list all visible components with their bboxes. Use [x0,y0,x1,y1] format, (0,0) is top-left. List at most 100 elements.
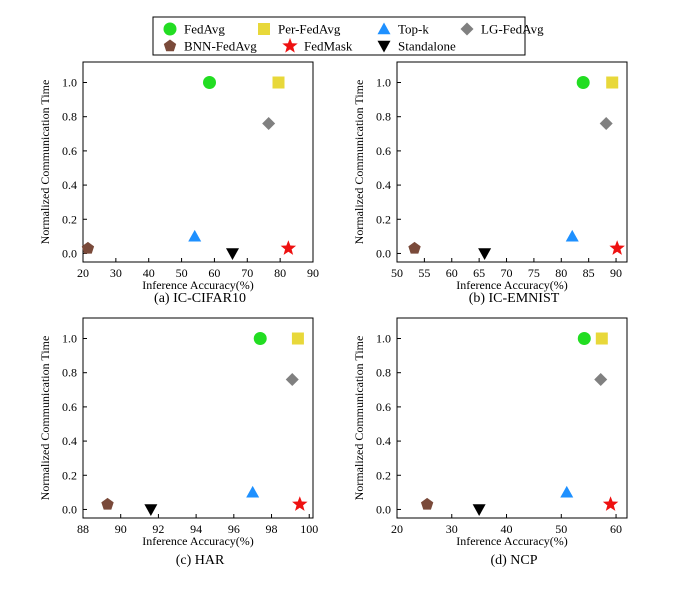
y-tick-label: 0.8 [376,366,391,380]
x-tick-label: 90 [610,266,622,280]
y-tick-label: 1.0 [376,332,391,346]
panel-caption: (c) HAR [176,553,225,568]
x-tick-label: 70 [501,266,513,280]
legend-item-fedavg: FedAvg [163,22,225,37]
chart-panel-3: 88 90 92 94 96 98 100 0.0 0.2 0.4 0.6 0.8 1.0 Inferen… [38,317,318,568]
plot-frame [396,61,628,263]
x-tick-label: 40 [143,266,155,280]
x-tick-label: 50 [391,266,403,280]
legend-item-bnn-fedavg: BNN-FedAvg [163,39,257,54]
point-standalone [472,504,486,516]
point-top-k [565,229,579,242]
y-tick-label: 0.6 [376,400,391,414]
point-lg-fedavg [262,117,276,131]
x-tick-label: 20 [391,522,403,536]
point-bnn-fedavg [408,241,421,254]
plot-frame [396,317,628,519]
x-tick-label: 80 [555,266,567,280]
x-axis-label: Inference Accuracy(%) [142,278,254,292]
legend-label: FedAvg [184,22,225,37]
legend-item-fedmask: FedMask [282,37,353,54]
point-standalone [478,248,492,260]
legend-label: BNN-FedAvg [184,39,257,54]
y-axis-label: Normalized Communication Time [38,80,52,245]
x-tick-label: 96 [228,522,240,536]
point-lg-fedavg [285,373,299,387]
y-tick-label: 0.0 [376,246,391,260]
point-top-k [188,229,202,242]
x-tick-label: 60 [446,266,458,280]
y-tick-label: 1.0 [376,76,391,90]
plot-frame [82,61,314,263]
legend-marker-fedavg [163,22,177,36]
y-tick-label: 0.4 [62,434,77,448]
y-tick-label: 0.2 [376,212,391,226]
y-tick-label: 0.6 [376,144,391,158]
y-tick-label: 1.0 [62,332,77,346]
x-tick-label: 90 [307,266,319,280]
point-per-fedavg [595,332,608,345]
panels: 20 30 40 50 60 70 80 90 0.0 0.2 0.4 0.6 0.8 1.0 Infere… [38,61,628,568]
legend-label: Per-FedAvg [278,22,341,37]
legend-label: FedMask [304,39,353,54]
x-tick-label: 70 [241,266,253,280]
legend-marker-bnn-fedavg [163,39,177,52]
y-axis-label: Normalized Communication Time [352,336,366,501]
y-tick-label: 0.2 [62,468,77,482]
legend-item-top-k: Top-k [377,22,429,37]
x-tick-label: 60 [610,522,622,536]
x-tick-label: 55 [418,266,430,280]
point-fedavg [253,332,267,346]
y-tick-label: 0.2 [376,468,391,482]
x-tick-label: 40 [501,522,513,536]
point-per-fedavg [291,332,304,345]
x-tick-label: 30 [110,266,122,280]
chart-panel-1: 20 30 40 50 60 70 80 90 0.0 0.2 0.4 0.6 0.8 1.0 Infere… [38,61,319,306]
point-bnn-fedavg [81,241,95,254]
x-tick-label: 85 [583,266,595,280]
point-top-k [560,485,574,498]
x-tick-label: 94 [190,522,202,536]
point-top-k [246,485,260,498]
x-tick-label: 100 [300,522,318,536]
legend-item-per-fedavg: Per-FedAvg [258,22,341,37]
plot-frame [82,317,314,519]
point-per-fedavg [272,76,285,89]
legend-label: Top-k [398,22,429,37]
x-tick-label: 50 [555,522,567,536]
legend-marker-standalone [377,40,391,53]
y-tick-label: 0.0 [62,246,77,260]
legend-marker-lg-fedavg [460,22,474,36]
point-fedmask [292,496,308,511]
legend: FedAvg Per-FedAvg Top-k LG-FedAvg BNN-FedAvg… [163,22,544,54]
y-axis-label: Normalized Communication Time [38,336,52,501]
legend-box [152,16,526,56]
point-fedavg [577,332,591,346]
point-standalone [144,504,158,516]
x-tick-label: 20 [77,266,89,280]
x-tick-label: 88 [77,522,89,536]
x-axis-label: Inference Accuracy(%) [456,278,568,292]
chart-panel-2: 50 55 60 65 70 75 80 85 90 0.0 0.2 0.4 0.6 0.8 1.0 Infe… [352,61,628,306]
y-tick-label: 0.0 [62,502,77,516]
y-tick-label: 0.4 [376,178,391,192]
x-tick-label: 50 [176,266,188,280]
y-tick-label: 0.8 [62,110,77,124]
point-per-fedavg [606,76,619,89]
panel-caption: (d) NCP [490,553,537,568]
x-axis-label: Inference Accuracy(%) [456,534,568,548]
panel-caption: (b) IC-EMNIST [469,291,560,306]
x-tick-label: 75 [528,266,540,280]
point-fedavg [576,76,590,90]
point-fedavg [203,76,216,90]
y-tick-label: 0.6 [62,144,77,158]
y-tick-label: 0.0 [376,502,391,516]
legend-item-lg-fedavg: LG-FedAvg [460,22,544,37]
y-tick-label: 0.8 [62,366,77,380]
legend-marker-fedmask [282,37,298,53]
point-lg-fedavg [599,117,613,131]
point-lg-fedavg [594,373,608,387]
legend-label: Standalone [398,39,456,54]
y-tick-label: 0.4 [62,178,77,192]
